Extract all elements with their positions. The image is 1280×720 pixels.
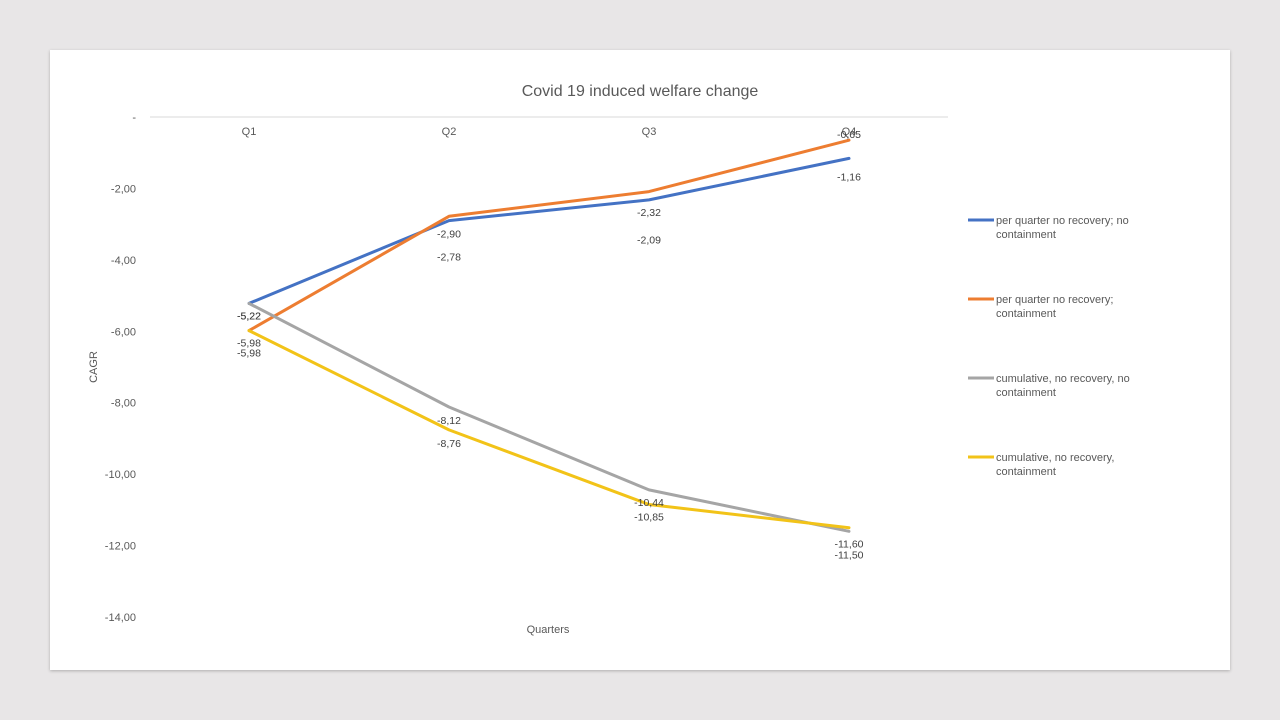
legend-label: per quarter no recovery; containment [996,294,1113,320]
x-tick-label: Q3 [642,126,657,138]
data-label: -5,98 [237,338,261,350]
chart-card: Covid 19 induced welfare change CAGR Qua… [50,50,1230,670]
y-tick-label: -8,00 [111,398,136,410]
y-tick-label: -10,00 [105,469,136,481]
y-tick-label: -12,00 [105,541,136,553]
legend-item: per quarter no recovery; containment [968,294,1113,320]
legend-item: per quarter no recovery; no containment [968,215,1129,241]
data-label: -5,98 [237,348,261,360]
data-label: -8,12 [437,415,461,427]
legend-label: per quarter no recovery; no containment [996,215,1129,241]
x-tick-label: Q4 [842,126,857,138]
data-label: -2,90 [437,229,461,241]
data-label: -2,09 [637,235,661,247]
series-line-1 [247,156,851,305]
legend-label: cumulative, no recovery, containment [996,452,1114,478]
data-label: -10,44 [634,497,664,509]
line-chart: Covid 19 induced welfare change CAGR Qua… [88,83,1130,636]
data-label: -2,32 [637,207,661,219]
x-tick-label: Q2 [442,126,457,138]
data-label: -1,16 [837,171,861,183]
series-line-3 [247,301,851,533]
x-axis-label: Quarters [527,624,570,636]
data-label: -11,50 [835,550,864,562]
legend-item: cumulative, no recovery, containment [968,452,1114,478]
y-tick-label: - [132,112,136,124]
data-label: -10,85 [634,512,664,524]
y-axis-label: CAGR [88,351,100,383]
series-line-2 [247,138,851,333]
y-tick-label: -2,00 [111,183,136,195]
series-line-4 [247,329,851,530]
y-tick-label: -4,00 [111,255,136,267]
legend-label: cumulative, no recovery, no containment [996,373,1130,399]
x-tick-label: Q1 [242,126,257,138]
data-label: -8,76 [437,438,461,450]
data-label: -0,65 [837,129,861,141]
y-tick-label: -6,00 [111,326,136,338]
data-label: -2,78 [437,251,461,263]
chart-title: Covid 19 induced welfare change [522,83,759,100]
y-tick-label: -14,00 [105,612,136,624]
data-label: -11,60 [835,538,864,550]
legend-item: cumulative, no recovery, no containment [968,373,1130,399]
data-label: -5,22 [237,310,261,322]
data-label: -5,22 [237,310,261,322]
